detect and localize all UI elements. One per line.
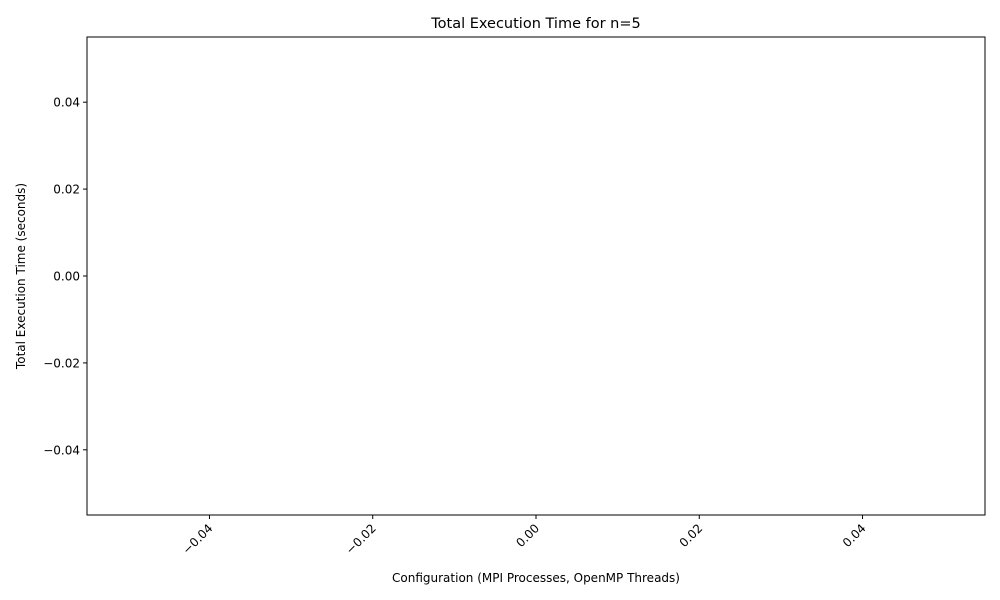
y-tick-label: 0.00 bbox=[53, 270, 80, 284]
y-axis-ticks: −0.04 −0.02 0.00 0.02 0.04 bbox=[43, 96, 87, 457]
y-tick-label: −0.04 bbox=[43, 443, 80, 457]
y-tick-label: 0.04 bbox=[53, 96, 80, 110]
chart-title: Total Execution Time for n=5 bbox=[430, 16, 640, 32]
x-axis-label: Configuration (MPI Processes, OpenMP Thr… bbox=[392, 571, 680, 585]
x-tick-label: 0.00 bbox=[513, 521, 542, 550]
plot-area-frame bbox=[86, 36, 986, 516]
x-tick-label: 0.02 bbox=[677, 521, 706, 550]
x-tick-label: −0.04 bbox=[180, 521, 216, 557]
y-axis-label: Total Execution Time (seconds) bbox=[14, 183, 28, 370]
y-tick-label: −0.02 bbox=[43, 356, 80, 370]
x-tick-label: −0.02 bbox=[343, 521, 379, 557]
y-tick-label: 0.02 bbox=[53, 183, 80, 197]
x-tick-label: 0.04 bbox=[840, 521, 869, 550]
x-axis-ticks: −0.04 −0.02 0.00 0.02 0.04 bbox=[180, 515, 869, 557]
